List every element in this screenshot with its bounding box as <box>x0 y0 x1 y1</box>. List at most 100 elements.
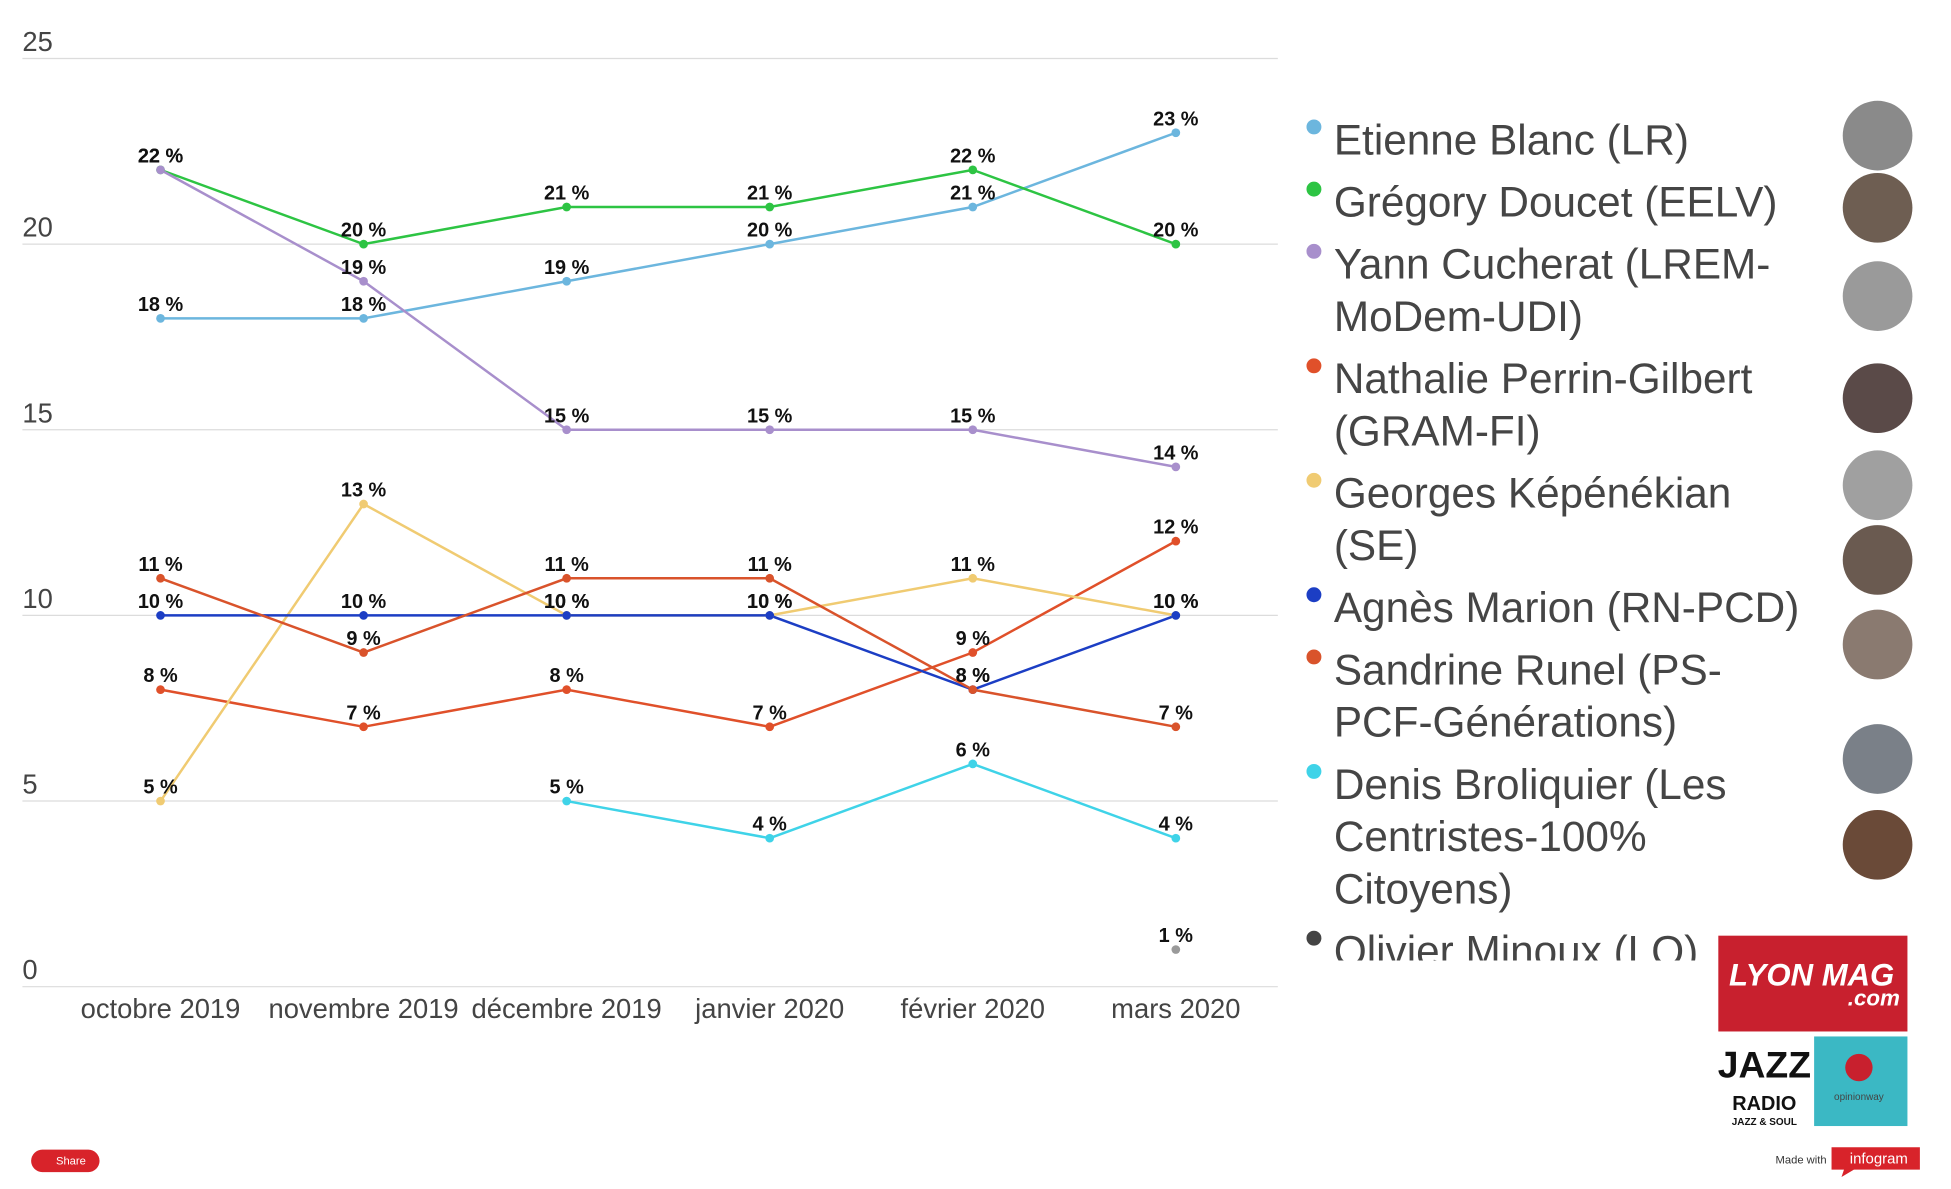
data-point <box>1171 239 1181 249</box>
data-point <box>968 759 978 769</box>
data-label: 1 % <box>1159 925 1194 947</box>
series-line <box>160 168 1177 246</box>
legend-item: Georges Képénékian (SE) <box>1306 468 1816 573</box>
data-label: 10 % <box>747 591 793 613</box>
legend-item: Etienne Blanc (LR) <box>1306 114 1816 166</box>
series-line <box>160 540 1177 729</box>
data-point <box>359 499 368 509</box>
data-label: 12 % <box>1153 517 1199 539</box>
x-tick-label: mars 2020 <box>1111 993 1240 1024</box>
data-point <box>562 685 571 695</box>
data-point <box>968 202 978 212</box>
data-label: 15 % <box>544 405 590 427</box>
photo <box>1842 609 1913 680</box>
lyonmag-logo <box>1718 935 1908 1032</box>
data-label: 10 % <box>1153 591 1199 613</box>
data-label: 22 % <box>138 145 184 167</box>
data-point <box>968 685 978 695</box>
photo <box>1842 172 1913 243</box>
legend-dot <box>1306 649 1322 665</box>
series-line <box>159 168 1177 469</box>
y-tick-label: 5 <box>22 769 37 800</box>
data-point <box>359 648 368 657</box>
jazz-soul-text: JAZZ & SOUL <box>1732 1117 1797 1128</box>
data-label: 23 % <box>1153 108 1199 130</box>
data-label: 8 % <box>143 665 178 687</box>
data-point <box>156 573 165 583</box>
legend-item: Agnès Marion (RN-PCD) <box>1306 582 1816 634</box>
data-point <box>359 722 368 732</box>
x-tick-label: novembre 2019 <box>269 993 459 1024</box>
logos: LYON MAG .com JAZZ RADIO JAZZ & SOUL opi… <box>31 935 1920 1178</box>
data-point <box>1171 722 1181 732</box>
data-point <box>156 165 165 175</box>
data-point <box>359 276 368 286</box>
x-tick-label: février 2020 <box>901 993 1045 1024</box>
data-label: 21 % <box>950 183 996 205</box>
data-label: 10 % <box>138 591 184 613</box>
data-label: 10 % <box>747 591 793 613</box>
legend-label: Sandrine Runel (PS-PCF-Générations) <box>1333 647 1722 747</box>
data-label: 4 % <box>1159 814 1194 836</box>
infogram-badge[interactable] <box>1831 1147 1920 1178</box>
data-point <box>562 611 571 620</box>
data-label: 11 % <box>748 554 793 576</box>
legend-label: Agnès Marion (RN-PCD) <box>1333 584 1800 633</box>
photo <box>1842 724 1913 794</box>
data-label: 20 % <box>1153 220 1199 242</box>
data-point <box>156 314 165 323</box>
data-label: 8 % <box>956 665 991 687</box>
data-point <box>765 202 775 212</box>
legend-label: Nathalie Perrin-Gilbert (GRAM-FI) <box>1333 355 1753 456</box>
share-text[interactable]: Share <box>56 1156 86 1168</box>
opinionway-text: opinionway <box>1834 1092 1884 1103</box>
data-label: 11 % <box>545 554 590 576</box>
data-point <box>156 685 165 695</box>
y-tick-label: 10 <box>22 583 52 614</box>
legend-label: Denis Broliquier (Les Centristes-100% Ci… <box>1333 761 1727 914</box>
data-point <box>765 833 775 843</box>
y-tick-label: 15 <box>22 397 52 428</box>
legend-box: Etienne Blanc (LR) Grégory Doucet (EELV) Y… <box>1306 114 1816 961</box>
data-point <box>968 648 978 657</box>
legend-dot <box>1306 587 1322 603</box>
share-button[interactable] <box>31 1149 100 1173</box>
photo <box>1842 525 1913 595</box>
y-tick-label: 0 <box>22 954 37 985</box>
data-point <box>765 239 775 249</box>
data-point <box>1171 462 1181 472</box>
legend-label: Olivier Minoux (LO) <box>1333 928 1699 961</box>
data-point <box>968 165 978 175</box>
data-label: 5 % <box>550 777 585 799</box>
legend-label: Georges Képénékian (SE) <box>1333 470 1732 570</box>
data-label: 10 % <box>341 591 387 613</box>
data-label: 22 % <box>138 145 184 167</box>
data-label: 11 % <box>138 554 183 576</box>
data-label: 18 % <box>341 294 387 316</box>
legend-item: Yann Cucherat (LREM-MoDem-UDI) <box>1306 239 1816 344</box>
opinionway-icon <box>1845 1053 1873 1082</box>
photo <box>1842 363 1913 433</box>
legend-label: Grégory Doucet (EELV) <box>1333 179 1778 227</box>
infogram-text[interactable]: infogram <box>1850 1150 1908 1167</box>
data-point <box>968 425 978 435</box>
legend-item: Nathalie Perrin-Gilbert (GRAM-FI) <box>1306 353 1816 458</box>
legend-label: Etienne Blanc (LR) <box>1333 116 1689 165</box>
data-point <box>156 796 165 806</box>
data-point <box>562 425 571 435</box>
legend-dot <box>1306 119 1322 135</box>
series-line <box>566 762 1177 840</box>
data-label: 20 % <box>341 220 387 242</box>
data-point <box>359 314 368 323</box>
data-label: 9 % <box>956 628 991 650</box>
lyonmag-text: LYON MAG <box>1729 957 1894 992</box>
legend-label: Yann Cucherat (LREM-MoDem-UDI) <box>1333 241 1771 341</box>
x-tick-label: décembre 2019 <box>472 993 662 1024</box>
photo <box>1842 450 1913 521</box>
data-point <box>1171 945 1181 954</box>
data-label: 7 % <box>1159 702 1194 724</box>
data-point <box>562 276 571 286</box>
x-tick-label: janvier 2020 <box>694 993 844 1024</box>
data-point <box>562 573 571 583</box>
